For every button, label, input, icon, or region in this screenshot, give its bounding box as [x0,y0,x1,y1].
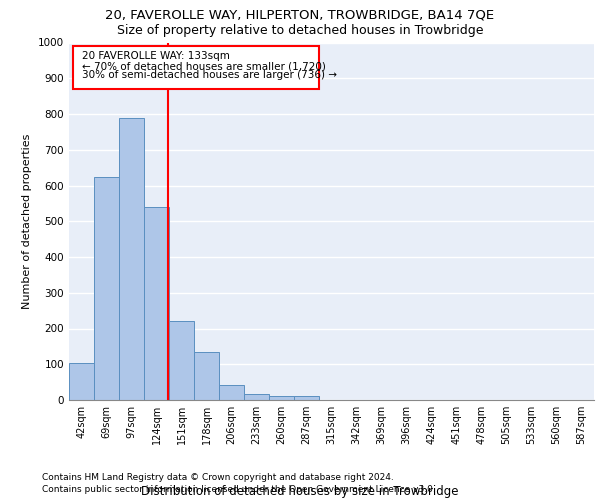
Bar [244,394,269,400]
Bar [194,352,219,400]
Bar [94,176,119,400]
Bar [294,396,319,400]
Bar [119,118,144,400]
Y-axis label: Number of detached properties: Number of detached properties [22,134,32,309]
Text: Contains HM Land Registry data © Crown copyright and database right 2024.: Contains HM Land Registry data © Crown c… [42,472,394,482]
Bar [169,322,194,400]
Text: 20, FAVEROLLE WAY, HILPERTON, TROWBRIDGE, BA14 7QE: 20, FAVEROLLE WAY, HILPERTON, TROWBRIDGE… [106,9,494,22]
Text: 30% of semi-detached houses are larger (736) →: 30% of semi-detached houses are larger (… [82,70,337,81]
Text: Contains public sector information licensed under the Open Government Licence v3: Contains public sector information licen… [42,485,436,494]
Bar [144,207,169,400]
Text: Size of property relative to detached houses in Trowbridge: Size of property relative to detached ho… [117,24,483,37]
Text: 20 FAVEROLLE WAY: 133sqm: 20 FAVEROLLE WAY: 133sqm [82,52,229,62]
Text: ← 70% of detached houses are smaller (1,720): ← 70% of detached houses are smaller (1,… [82,61,325,71]
FancyBboxPatch shape [73,46,319,89]
Bar [69,363,94,400]
Bar [269,396,294,400]
Bar [219,385,244,400]
Text: Distribution of detached houses by size in Trowbridge: Distribution of detached houses by size … [141,484,459,498]
